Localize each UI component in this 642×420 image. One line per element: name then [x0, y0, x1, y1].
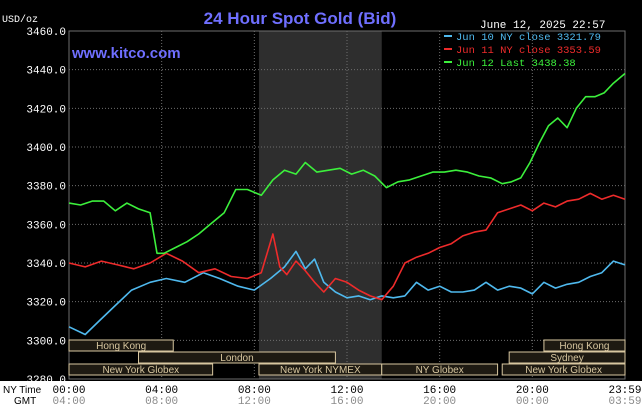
session-label: New York Globex [525, 365, 602, 376]
session-label: Hong Kong [96, 341, 146, 352]
gmt-label: GMT [14, 396, 36, 407]
x-tick-label-ny: 20:00 [516, 385, 549, 397]
x-tick-label-gmt: 03:59 [608, 396, 641, 408]
session-label: New York NYMEX [280, 365, 361, 376]
y-tick-label: 3340.0 [26, 259, 66, 271]
session-label: London [220, 353, 253, 364]
price-series-lines [68, 72, 626, 336]
y-tick-label: 3280.0 [26, 375, 66, 387]
units-label: USD/oz [2, 14, 38, 26]
chart-title: 24 Hour Spot Gold (Bid) [204, 9, 397, 28]
y-axis-tick-labels: 3280.0 3300.0 3320.0 3340.0 3360.0 3380.0 3400… [26, 27, 66, 387]
timestamp: June 12, 2025 22:57 [480, 20, 605, 32]
y-tick-label: 3440.0 [26, 66, 66, 78]
session-box [501, 363, 626, 376]
nymex-shaded-region [258, 31, 382, 379]
x-tick-label-gmt: 04:00 [52, 396, 85, 408]
y-tick-label: 3300.0 [26, 336, 66, 348]
y-tick-label: 3460.0 [26, 27, 66, 39]
session-label: New York Globex [102, 365, 179, 376]
session-box [381, 363, 499, 376]
session-label: NY Globex [416, 365, 464, 376]
x-tick-label-gmt: 20:00 [423, 396, 456, 408]
session-box [543, 339, 626, 352]
x-tick-label-gmt: 08:00 [145, 396, 178, 408]
session-box [508, 351, 626, 364]
session-box [138, 351, 336, 364]
x-tick-label-ny: 00:00 [52, 385, 85, 397]
session-box [68, 339, 174, 352]
x-tick-label-ny: 08:00 [238, 385, 271, 397]
x-axis-tick-labels: 00:00 04:00 08:00 12:00 16:00 20:00 23:5904:00… [52, 385, 641, 408]
y-tick-label: 3320.0 [26, 298, 66, 310]
x-tick-label-ny: 23:59 [608, 385, 641, 397]
x-tick-label-gmt: 16:00 [330, 396, 363, 408]
y-tick-label: 3400.0 [26, 143, 66, 155]
session-label: Sydney [550, 353, 583, 364]
series-line-3 [68, 72, 626, 255]
legend-entry: Jun 10 NY close 3321.79 [456, 32, 601, 44]
trading-sessions: Hong Kong London New York Globex New York N… [68, 339, 626, 376]
legend-entry: Jun 12 Last 3438.38 [456, 58, 576, 70]
session-box [68, 363, 214, 376]
x-tick-label-ny: 12:00 [330, 385, 363, 397]
x-tick-label-gmt: 00:00 [516, 396, 549, 408]
y-tick-label: 3360.0 [26, 220, 66, 232]
session-label: Hong Kong [559, 341, 609, 352]
bottom-axis-background [0, 381, 642, 420]
x-tick-label-ny: 16:00 [423, 385, 456, 397]
y-tick-label: 3380.0 [26, 182, 66, 194]
x-tick-label-ny: 04:00 [145, 385, 178, 397]
x-tick-label-gmt: 12:00 [238, 396, 271, 408]
legend-entry: Jun 11 NY close 3353.59 [456, 45, 601, 57]
series-line-2 [68, 192, 626, 301]
plot-frame [68, 30, 626, 380]
ny-time-label: NY Time [3, 385, 42, 396]
watermark: www.kitco.com [71, 45, 181, 62]
y-tick-label: 3420.0 [26, 104, 66, 116]
